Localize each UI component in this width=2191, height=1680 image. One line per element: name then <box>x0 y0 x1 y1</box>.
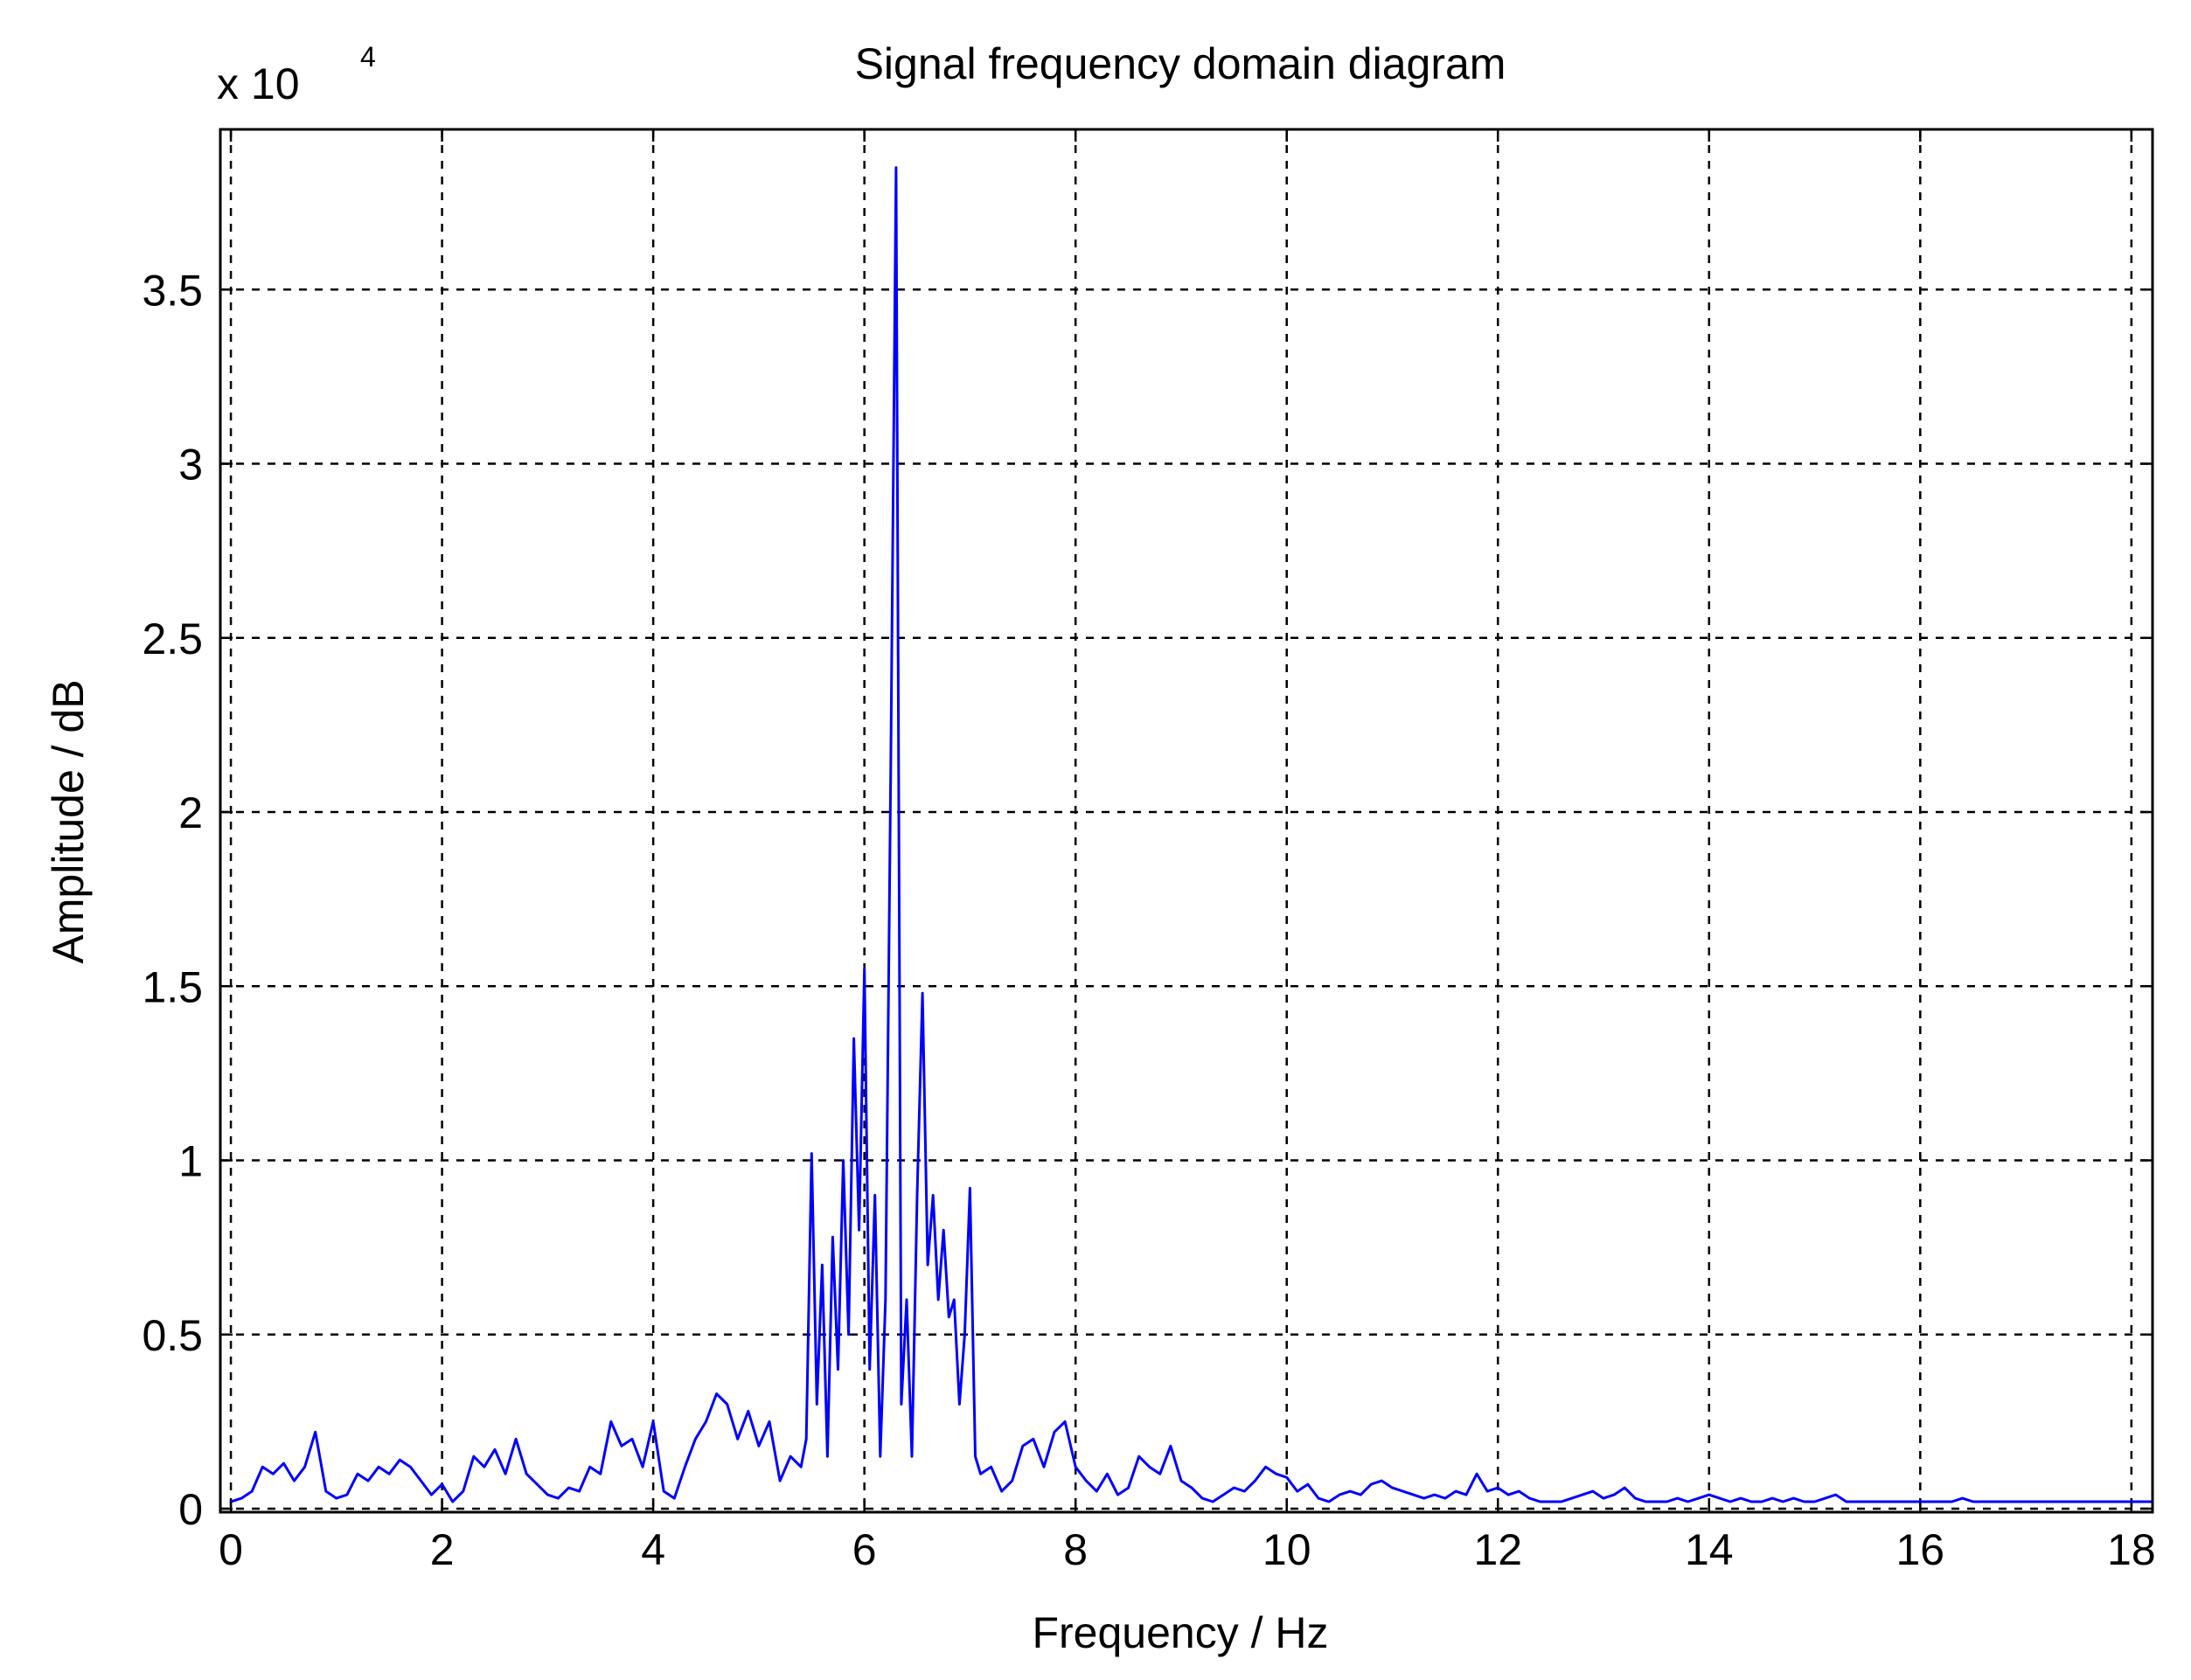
y-scale-exponent: 4 <box>360 41 376 73</box>
data-line <box>230 166 2153 1503</box>
y-tick-label: 2 <box>178 788 203 837</box>
chart-title: Signal frequency domain diagram <box>855 39 1506 88</box>
x-axis-label: Frequency / Hz <box>1032 1608 1328 1657</box>
x-tick-label: 2 <box>430 1525 455 1574</box>
x-tick-label: 6 <box>852 1525 877 1574</box>
y-scale-base: x 10 <box>217 59 300 108</box>
x-tick-label: 8 <box>1063 1525 1088 1574</box>
y-axis-label: Amplitude / dB <box>44 679 93 963</box>
y-tick-label: 3.5 <box>142 266 203 315</box>
y-tick-label: 1.5 <box>142 962 203 1011</box>
x-tick-label: 0 <box>219 1525 243 1574</box>
x-tick-label: 16 <box>1896 1525 1945 1574</box>
x-tick-label: 12 <box>1473 1525 1522 1574</box>
plot-frame <box>219 128 2154 1514</box>
y-tick-label: 0 <box>178 1485 203 1534</box>
y-tick-label: 0.5 <box>142 1311 203 1360</box>
x-tick-label: 10 <box>1262 1525 1311 1574</box>
x-tick-label: 4 <box>641 1525 665 1574</box>
x-tick-label: 18 <box>2107 1525 2156 1574</box>
y-tick-label: 2.5 <box>142 614 203 663</box>
y-tick-label: 1 <box>178 1137 203 1186</box>
y-tick-label: 3 <box>178 441 203 489</box>
x-tick-label: 14 <box>1685 1525 1734 1574</box>
